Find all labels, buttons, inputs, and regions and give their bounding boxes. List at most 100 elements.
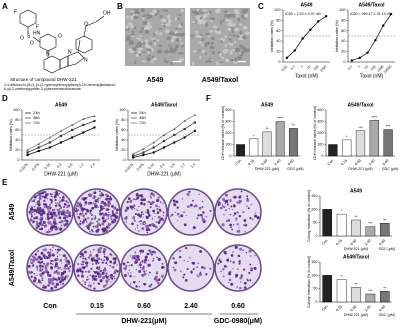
image-label: A549	[147, 77, 164, 84]
x-tick-label: 0.075	[136, 162, 145, 171]
colony	[84, 197, 87, 200]
colony	[77, 262, 80, 266]
colony	[55, 228, 58, 231]
colony	[182, 211, 184, 213]
colony	[239, 247, 242, 251]
colony	[192, 268, 195, 271]
bar	[336, 279, 347, 303]
colony	[33, 272, 36, 275]
colony	[200, 265, 204, 269]
cell	[242, 35, 247, 40]
colony	[50, 195, 52, 197]
colony	[110, 218, 113, 221]
y-tick-label: 60	[341, 29, 345, 33]
bar	[351, 219, 361, 237]
colony	[134, 228, 136, 230]
colony	[159, 201, 162, 203]
colony	[133, 257, 136, 260]
colony	[219, 202, 222, 205]
colony	[151, 193, 155, 196]
colony	[93, 249, 95, 251]
colony	[180, 214, 184, 218]
colony	[96, 204, 99, 207]
x-tick-label: 0.60	[354, 159, 362, 167]
colony	[63, 203, 67, 206]
colony	[59, 221, 62, 224]
colony	[27, 264, 31, 268]
colony	[51, 211, 53, 213]
cell	[237, 17, 241, 22]
significance: *	[341, 273, 343, 278]
colony	[62, 209, 65, 213]
x-tick-label: 2.4	[90, 162, 96, 168]
colony	[57, 212, 60, 215]
colony	[111, 279, 114, 281]
colony	[147, 259, 150, 262]
cell	[152, 9, 157, 14]
colony	[138, 221, 140, 223]
colony	[36, 282, 38, 284]
colony	[196, 217, 199, 220]
colony	[84, 257, 87, 260]
colony	[236, 229, 240, 233]
colony	[47, 229, 50, 231]
colony	[138, 281, 141, 283]
colony	[139, 262, 142, 264]
point	[26, 153, 29, 157]
colony	[55, 286, 58, 289]
colony	[82, 280, 84, 282]
colony	[58, 277, 61, 280]
cell	[146, 56, 152, 62]
colony	[61, 272, 65, 275]
colony	[30, 261, 34, 265]
x-tick-label: 1000	[319, 65, 327, 73]
x-tick-label: 0.15	[335, 239, 343, 247]
colony	[183, 223, 187, 227]
colony	[143, 203, 146, 206]
bar	[351, 287, 361, 303]
colony	[92, 282, 95, 285]
colony	[132, 204, 136, 207]
colony	[77, 209, 80, 211]
cell	[126, 15, 130, 19]
point	[142, 153, 145, 157]
colony	[33, 276, 37, 280]
colony	[50, 286, 54, 291]
colony	[47, 210, 51, 214]
group-label: GDC (μM)	[382, 167, 398, 171]
colony	[97, 261, 100, 264]
legend-label: 24h	[139, 110, 146, 115]
cell	[153, 41, 157, 47]
colony	[183, 273, 186, 276]
x-tick-label: 0.075	[31, 162, 40, 171]
y-tick-label: 80	[341, 18, 345, 22]
colony	[63, 205, 66, 208]
colony	[90, 284, 92, 287]
colony	[224, 193, 228, 197]
colony	[66, 261, 68, 263]
colony	[140, 198, 144, 202]
colony	[129, 205, 131, 207]
bar	[355, 130, 366, 157]
colony	[85, 221, 88, 223]
colony	[246, 278, 248, 280]
colony	[113, 271, 117, 275]
y-tick-label: 100	[225, 143, 231, 147]
y-axis-label: Inhibition rates (%)	[270, 19, 274, 51]
colony	[100, 259, 103, 261]
cell	[221, 56, 225, 60]
colony	[235, 273, 239, 277]
colony	[101, 261, 104, 264]
x-tick-label: 2.40	[368, 159, 376, 167]
colony	[191, 262, 193, 264]
y-tick-label: 100	[311, 273, 317, 277]
colony	[148, 274, 150, 276]
colony	[65, 211, 68, 214]
x-tick-label: 0.0375	[124, 163, 134, 173]
colony	[92, 222, 94, 224]
colony	[59, 197, 61, 199]
y-tick-label: 20	[341, 50, 345, 54]
colony	[132, 215, 135, 219]
x-tick-label: 10	[363, 65, 369, 71]
colony	[113, 206, 117, 210]
